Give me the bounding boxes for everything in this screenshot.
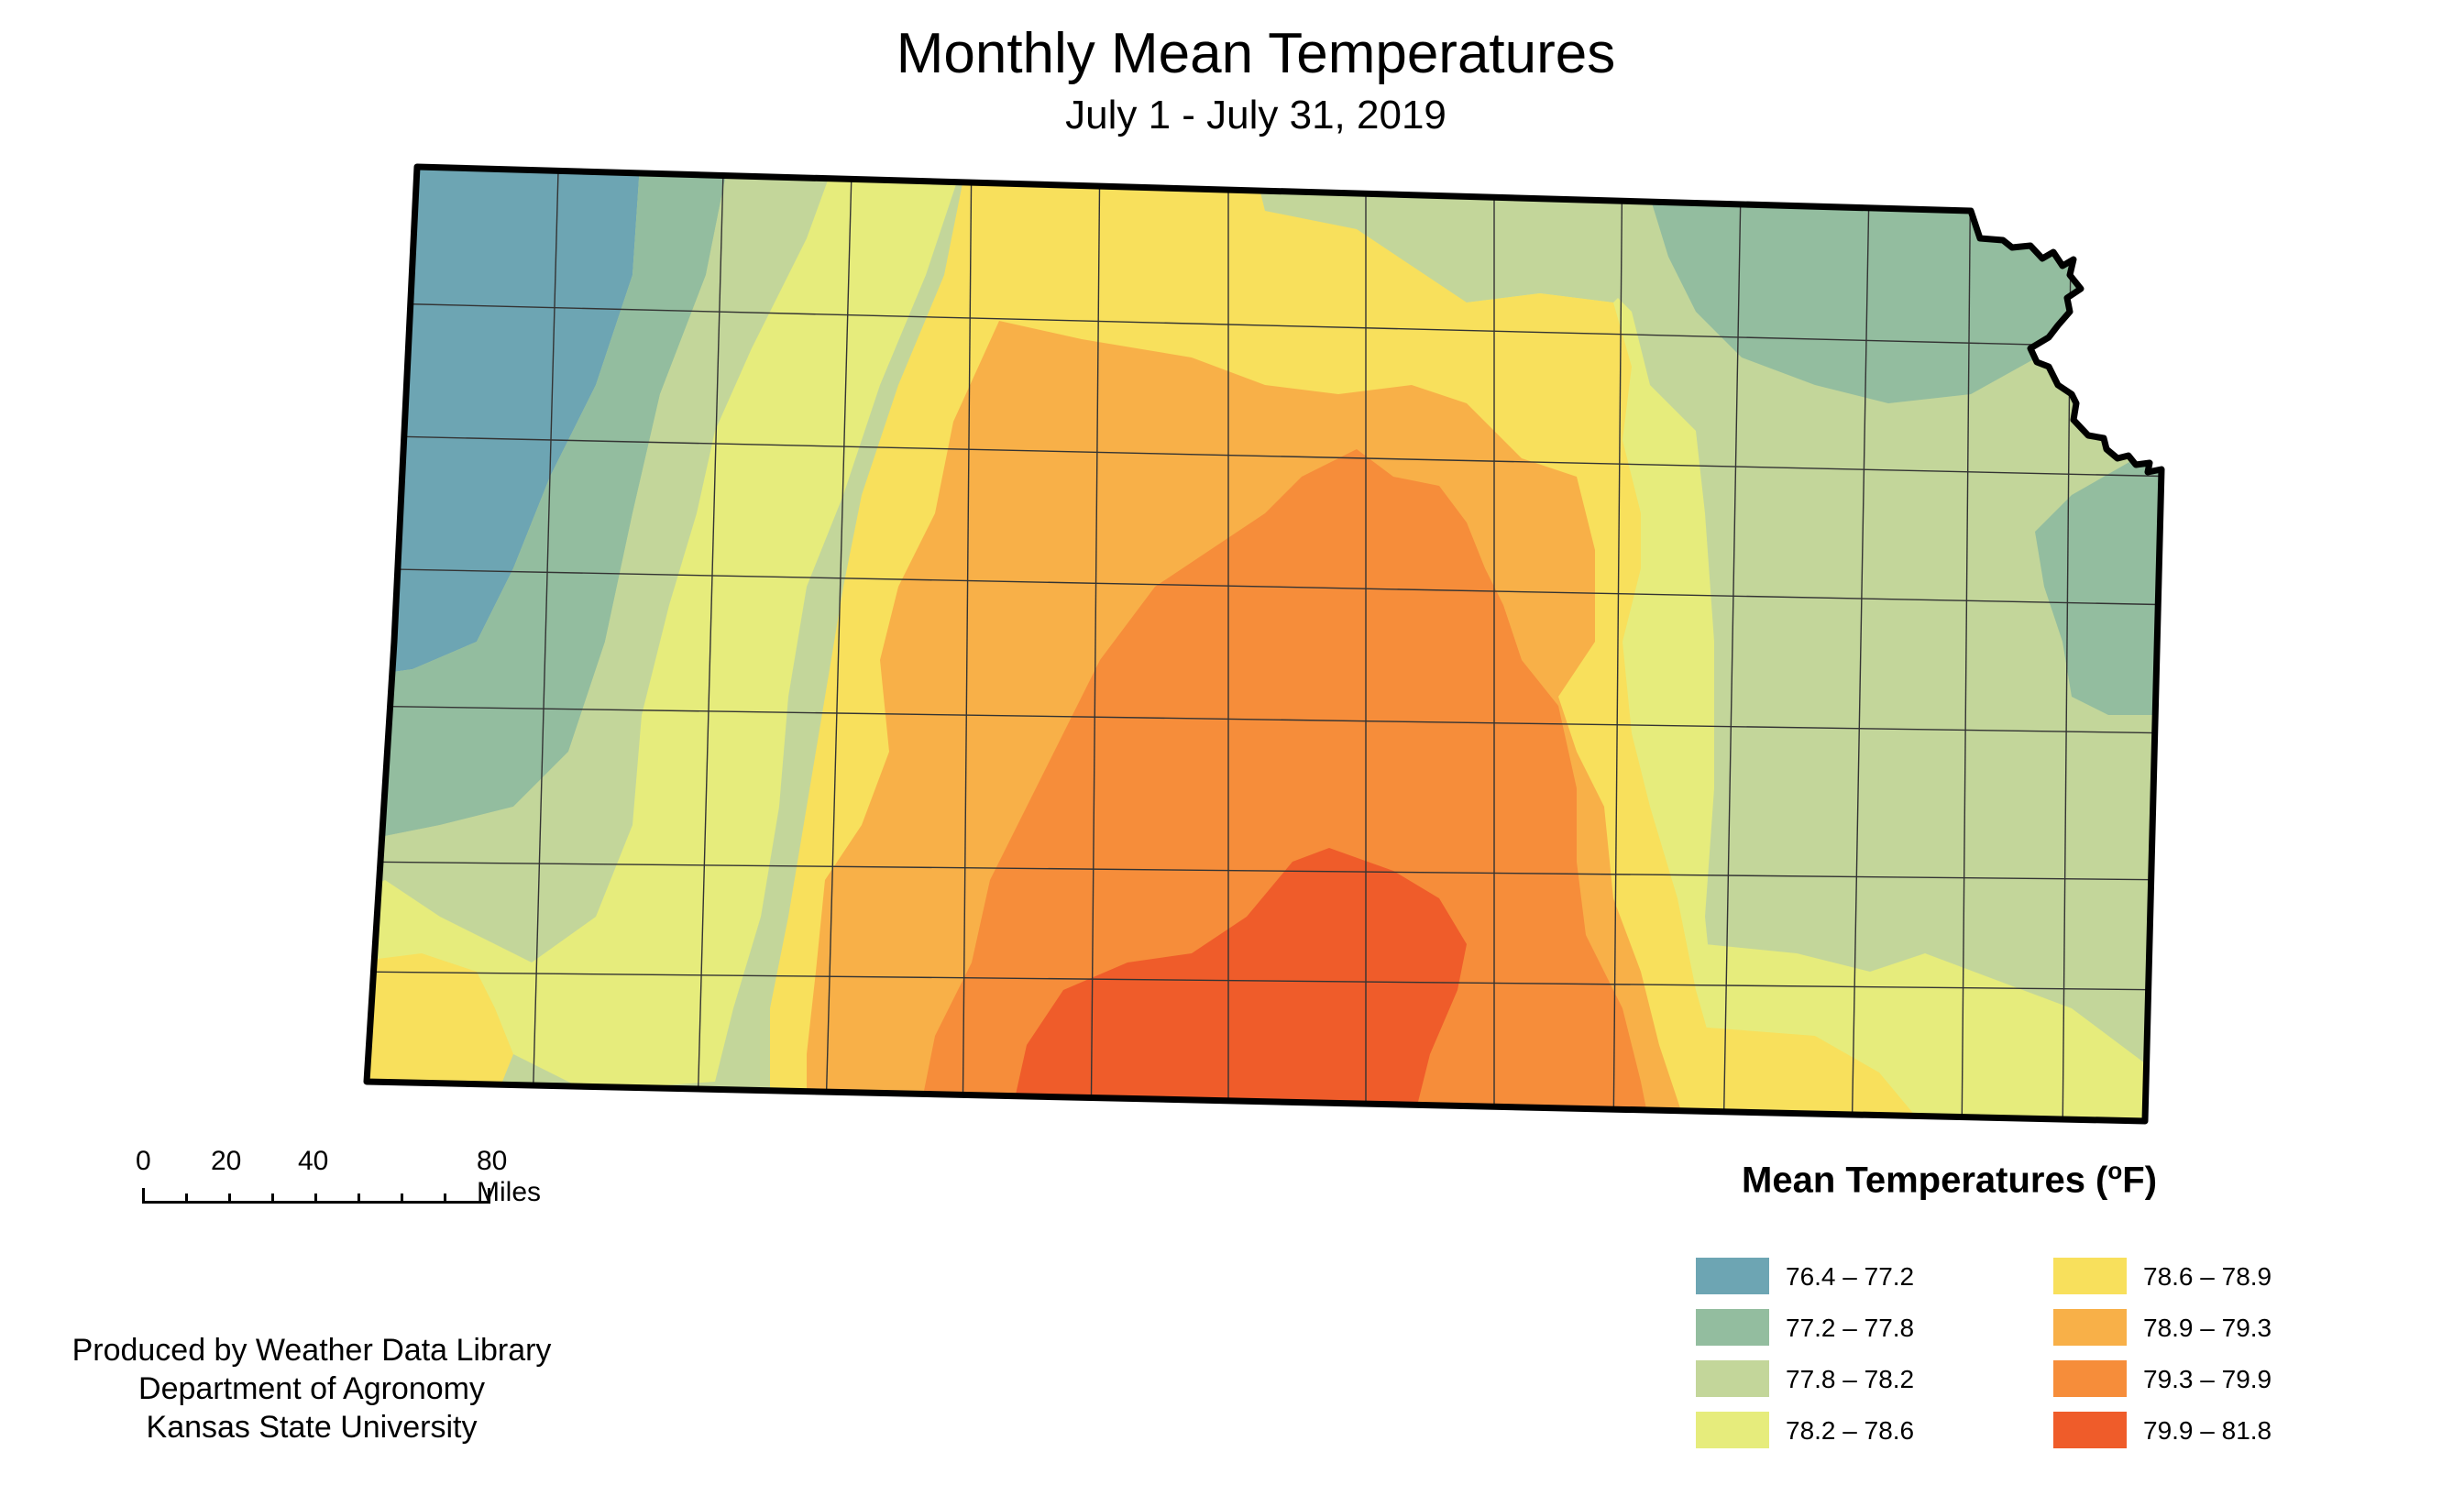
legend-swatch — [1696, 1412, 1769, 1448]
zone-78.2-78.6-band — [367, 167, 972, 1091]
legend-label: 78.2 – 78.6 — [1786, 1416, 1915, 1445]
zone-78.2-78.6-north — [972, 167, 1925, 1121]
legend-swatch — [2053, 1258, 2127, 1294]
credit-line-2: Department of Agronomy — [138, 1371, 485, 1406]
legend-label: 77.8 – 78.2 — [1786, 1365, 1915, 1393]
legend-label: 79.9 – 81.8 — [2143, 1416, 2272, 1445]
scale-tick — [488, 1188, 490, 1204]
legend-item: 77.2 – 77.8 — [1696, 1309, 1962, 1349]
scale-tick — [314, 1194, 317, 1204]
scale-tick — [358, 1194, 360, 1204]
scale-label-20: 20 — [211, 1146, 242, 1176]
legend-swatch — [2053, 1309, 2127, 1346]
legend-item: 79.3 – 79.9 — [2053, 1360, 2319, 1401]
scale-label-0: 0 — [136, 1146, 151, 1176]
legend-swatch — [2053, 1360, 2127, 1397]
legend-degree-sup: o — [2107, 1157, 2123, 1184]
legend-item: 78.2 – 78.6 — [1696, 1412, 1962, 1452]
zone-79.9-81.8 — [1008, 848, 1467, 1121]
legend-title-text: Mean Temperatures ( — [1742, 1160, 2108, 1201]
scale-tick — [185, 1194, 188, 1204]
legend-swatch — [1696, 1309, 1769, 1346]
map-title: Monthly Mean Temperatures — [896, 22, 1616, 85]
credit-line-1: Produced by Weather Data Library — [72, 1333, 552, 1368]
map-subtitle: July 1 - July 31, 2019 — [1065, 93, 1446, 138]
kansas-state-outline — [363, 163, 2165, 1125]
legend-label: 77.2 – 77.8 — [1786, 1314, 1915, 1342]
legend-title: Mean Temperatures (oF) — [1742, 1157, 2157, 1201]
legend: 76.4 – 77.2 77.2 – 77.8 77.8 – 78.2 78.2… — [1696, 1258, 2272, 1468]
legend-item: 78.6 – 78.9 — [2053, 1258, 2319, 1298]
legend-swatch — [1696, 1360, 1769, 1397]
scale-tick — [401, 1194, 403, 1204]
zone-77.8-78.2-west — [367, 167, 843, 962]
legend-unit-tail: F) — [2122, 1160, 2158, 1201]
zone-76.4-77.2-west — [367, 167, 642, 678]
legend-label: 78.9 – 79.3 — [2143, 1314, 2272, 1342]
zone-79.3-79.9 — [917, 449, 1650, 1121]
zone-78.6-78.9-southeast — [1696, 1027, 1925, 1121]
legend-swatch — [2053, 1412, 2127, 1448]
credit-block: Produced by Weather Data Library Departm… — [37, 1331, 587, 1446]
scale-label-40: 40 — [298, 1146, 329, 1176]
legend-item: 79.9 – 81.8 — [2053, 1412, 2319, 1452]
credit-line-3: Kansas State University — [146, 1410, 478, 1445]
legend-item: 78.9 – 79.3 — [2053, 1309, 2319, 1349]
scale-tick — [271, 1194, 274, 1204]
scale-bar: 0 20 40 80 Miles — [136, 1146, 541, 1219]
legend-swatch — [1696, 1258, 1769, 1294]
scale-label-80: 80 Miles — [477, 1146, 542, 1207]
scale-tick — [142, 1188, 145, 1204]
scale-tick — [228, 1194, 231, 1204]
legend-label: 78.6 – 78.9 — [2143, 1262, 2272, 1291]
legend-label: 76.4 – 77.2 — [1786, 1262, 1915, 1291]
zone-77.2-77.8-west — [367, 167, 733, 843]
legend-item: 76.4 – 77.2 — [1696, 1258, 1962, 1298]
scale-tick — [444, 1194, 446, 1204]
legend-item: 77.8 – 78.2 — [1696, 1360, 1962, 1401]
legend-label: 79.3 – 79.9 — [2143, 1365, 2272, 1393]
temperature-zones — [367, 167, 2162, 1121]
zone-77.2-77.8-east — [2035, 440, 2162, 715]
county-lines — [367, 167, 2162, 1121]
zone-78.6-78.9-southwest — [367, 953, 513, 1109]
